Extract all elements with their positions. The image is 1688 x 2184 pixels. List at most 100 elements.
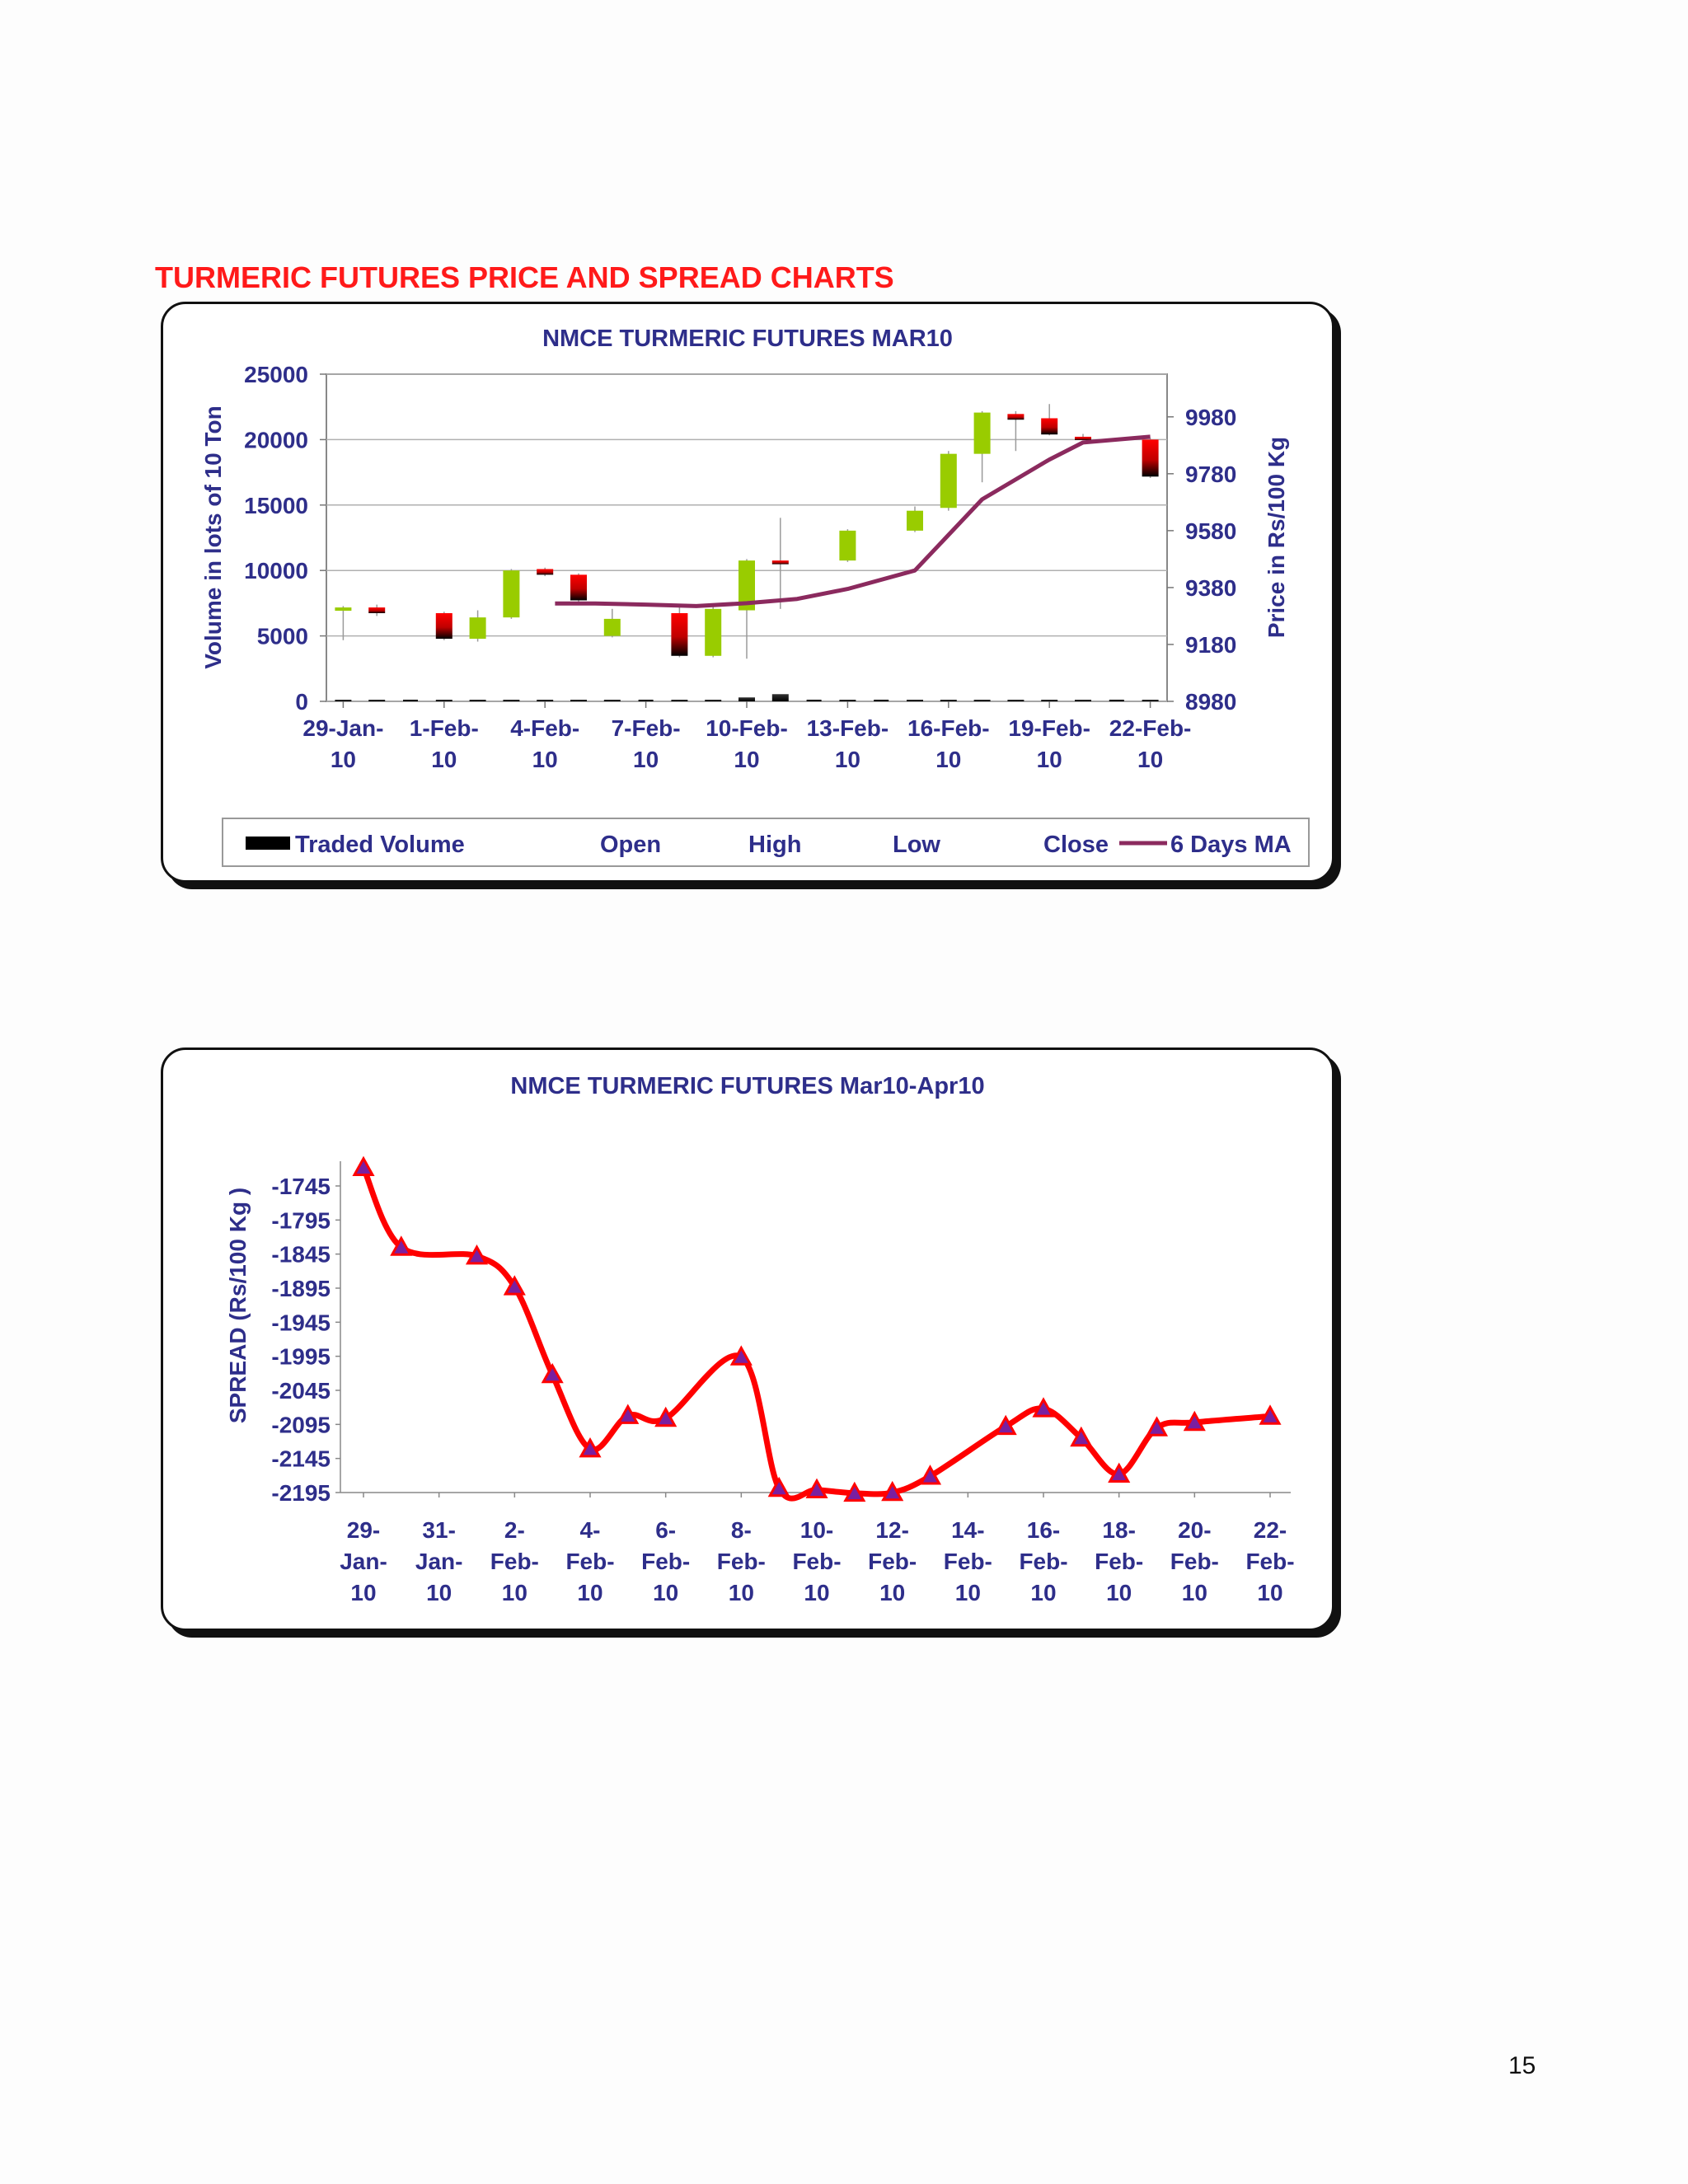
page-heading: TURMERIC FUTURES PRICE AND SPREAD CHARTS — [155, 260, 894, 294]
chart2-x-tick-label: 18- — [1102, 1517, 1135, 1543]
volume-bar — [503, 700, 520, 701]
volume-bar — [1041, 700, 1058, 701]
chart1-left-axis-label: Volume in lots of 10 Ton — [200, 405, 226, 668]
chart1-x-tick-label: 10 — [1137, 747, 1163, 772]
bullish-candle — [705, 608, 722, 656]
chart2-x-tick-label: 20- — [1178, 1517, 1211, 1543]
chart2-x-tick-label: 10 — [350, 1580, 376, 1605]
price-candlestick-chart: NMCE TURMERIC FUTURES MAR10 0 5000 10000 150… — [200, 326, 1310, 867]
bullish-candle — [503, 570, 520, 618]
chart2-x-tick-label: 4- — [580, 1517, 601, 1543]
chart2-y-tick-label: -1995 — [271, 1344, 331, 1370]
chart2-x-tick-label: 10 — [1182, 1580, 1207, 1605]
volume-bar — [671, 700, 688, 701]
spread-point-marker — [994, 1414, 1017, 1436]
chart2-title: NMCE TURMERIC FUTURES Mar10-Apr10 — [510, 1073, 984, 1099]
volume-bar — [771, 694, 789, 701]
chart2-y-tick-label: -2195 — [271, 1480, 331, 1506]
chart1-right-tick-label: 9380 — [1185, 575, 1236, 601]
bullish-candle — [907, 510, 923, 531]
chart2-x-tick-label: Feb- — [565, 1549, 614, 1574]
chart2-x-tick-label: 29- — [347, 1517, 380, 1543]
spread-point-marker — [881, 1480, 904, 1502]
chart2-x-tick-label: Jan- — [340, 1549, 387, 1574]
chart1-right-tick-label: 9180 — [1185, 632, 1236, 658]
spread-point-marker — [918, 1465, 942, 1485]
spread-point-marker — [1108, 1462, 1131, 1483]
chart1-title: NMCE TURMERIC FUTURES MAR10 — [542, 326, 953, 352]
chart1-legend-item: Close — [1043, 832, 1109, 858]
chart1-legend-item: 6 Days MA — [1170, 832, 1292, 858]
chart2-y-tick-label: -2095 — [271, 1412, 331, 1437]
chart2-x-tick-label: Feb- — [1019, 1549, 1067, 1574]
bullish-candle — [738, 560, 755, 611]
volume-bar — [973, 700, 991, 701]
chart1-x-tick-label: 13-Feb- — [807, 715, 889, 741]
spread-point-marker — [843, 1481, 866, 1502]
chart2-x-tick-label: 10 — [729, 1580, 754, 1605]
chart2-x-tick-label: 12- — [875, 1517, 908, 1543]
spread-point-marker — [1032, 1397, 1055, 1418]
chart1-legend-item: Open — [600, 832, 661, 858]
bearish-candle — [537, 569, 554, 575]
spread-point-marker — [579, 1437, 602, 1458]
chart2-x-tick-label: 14- — [951, 1517, 984, 1543]
chart2-x-tick-label: Feb- — [1170, 1549, 1219, 1574]
chart2-y-tick-label: -1845 — [271, 1242, 331, 1268]
chart2-x-tick-label: 10 — [502, 1580, 528, 1605]
chart2-x-tick-label: Feb- — [1245, 1549, 1294, 1574]
chart1-x-tick-label: 10 — [1037, 747, 1062, 772]
chart2-x-tick-label: 16- — [1027, 1517, 1060, 1543]
bearish-candle — [771, 560, 789, 565]
volume-bar — [940, 700, 957, 701]
spread-point-marker — [767, 1476, 790, 1497]
chart2-x-tick-label: Feb- — [944, 1549, 992, 1574]
chart2-y-tick-label: -1895 — [271, 1276, 331, 1301]
chart1-x-tick-label: 10 — [331, 747, 356, 772]
chart1-right-tick-label: 8980 — [1185, 689, 1236, 715]
bearish-candle — [1142, 439, 1159, 477]
spread-point-marker — [503, 1275, 526, 1296]
chart1-left-tick-label: 0 — [295, 689, 308, 715]
chart2-x-tick-label: Feb- — [717, 1549, 766, 1574]
price-chart-panel: NMCE TURMERIC FUTURES MAR10 0 5000 10000 150… — [161, 302, 1334, 883]
chart2-x-tick-label: 10 — [653, 1580, 678, 1605]
chart1-right-tick-label: 9780 — [1185, 462, 1236, 487]
spread-point-marker — [1145, 1416, 1169, 1436]
chart2-x-tick-label: Jan- — [415, 1549, 463, 1574]
volume-bar — [368, 700, 386, 701]
chart1-legend-item: Low — [893, 832, 940, 858]
chart2-x-tick-label: 2- — [504, 1517, 525, 1543]
chart2-y-tick-label: -2045 — [271, 1378, 331, 1404]
volume-bar — [603, 700, 621, 701]
bearish-candle — [570, 574, 587, 601]
bearish-candle — [368, 607, 386, 613]
chart1-x-tick-label: 10 — [532, 747, 558, 772]
chart1-right-tick-label: 9580 — [1185, 518, 1236, 544]
chart2-x-tick-label: 22- — [1254, 1517, 1287, 1543]
chart2-x-tick-label: Feb- — [1095, 1549, 1143, 1574]
spread-line-chart: NMCE TURMERIC FUTURES Mar10-Apr10 -1745 -1… — [225, 1073, 1295, 1605]
spread-chart-panel: NMCE TURMERIC FUTURES Mar10-Apr10 -1745 -1… — [161, 1047, 1334, 1631]
chart2-x-tick-label: Feb- — [641, 1549, 690, 1574]
spread-point-marker — [1070, 1426, 1093, 1447]
chart1-left-tick-label: 25000 — [244, 362, 308, 387]
bullish-candle — [335, 607, 352, 612]
volume-bar — [839, 700, 856, 701]
chart1-left-tick-label: 5000 — [257, 624, 308, 649]
bullish-candle — [469, 617, 486, 640]
chart2-x-tick-label: Feb- — [792, 1549, 841, 1574]
spread-point-marker — [1183, 1410, 1206, 1432]
chart1-x-tick-label: 10 — [633, 747, 659, 772]
spread-point-marker — [541, 1362, 564, 1384]
chart2-x-tick-label: 10 — [804, 1580, 829, 1605]
chart2-y-axis-label: SPREAD (Rs/100 Kg ) — [225, 1188, 251, 1423]
bullish-candle — [940, 453, 957, 509]
volume-bar — [705, 700, 722, 701]
chart2-y-tick-label: -1945 — [271, 1310, 331, 1335]
volume-bar — [469, 700, 486, 701]
bearish-candle — [1041, 418, 1058, 435]
chart2-x-tick-label: 10 — [955, 1580, 981, 1605]
chart2-x-tick-label: Feb- — [868, 1549, 917, 1574]
volume-bar — [1142, 700, 1159, 701]
